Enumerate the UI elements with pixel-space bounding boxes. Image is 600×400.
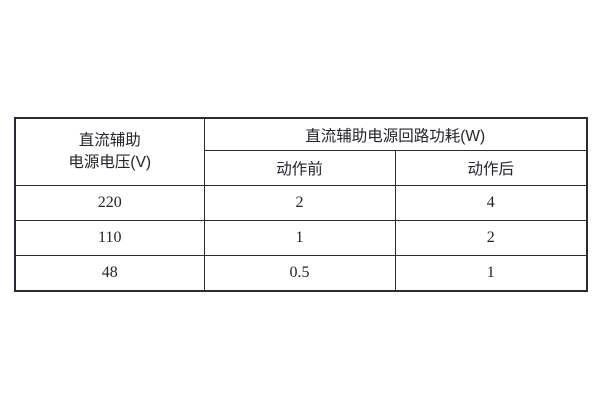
table-header-row-primary: 直流辅助 电源电压(V) 直流辅助电源回路功耗(W) — [14, 117, 588, 186]
cell-voltage: 110 — [14, 220, 205, 256]
cell-before-action: 1 — [203, 220, 396, 256]
dc-auxiliary-power-consumption-table: 直流辅助 电源电压(V) 直流辅助电源回路功耗(W) 动作前 动作后 220 2… — [14, 117, 588, 292]
header-cell-after-action: 动作后 — [394, 150, 588, 186]
table-row: 220 2 4 — [14, 185, 588, 221]
cell-after-action: 1 — [394, 255, 588, 292]
cell-before-action: 0.5 — [203, 255, 396, 292]
cell-after-action: 4 — [394, 185, 588, 221]
cell-voltage: 220 — [14, 185, 205, 221]
header-cell-power-consumption: 直流辅助电源回路功耗(W) — [203, 117, 588, 151]
header-voltage-line-1: 直流辅助 — [78, 131, 141, 149]
table-row: 48 0.5 1 — [14, 255, 588, 292]
table-header: 直流辅助 电源电压(V) 直流辅助电源回路功耗(W) 动作前 动作后 — [14, 117, 588, 186]
header-cell-voltage: 直流辅助 电源电压(V) — [14, 117, 205, 186]
header-voltage-line-2: 电源电压(V) — [68, 154, 152, 171]
cell-voltage: 48 — [14, 255, 205, 292]
header-cell-before-action: 动作前 — [203, 150, 396, 186]
cell-after-action: 2 — [394, 220, 588, 256]
table-row: 110 1 2 — [14, 220, 588, 256]
table-body: 220 2 4 110 1 2 48 0.5 1 — [14, 185, 588, 292]
cell-before-action: 2 — [203, 185, 396, 221]
table-header-row-secondary: 动作前 动作后 — [15, 150, 588, 186]
